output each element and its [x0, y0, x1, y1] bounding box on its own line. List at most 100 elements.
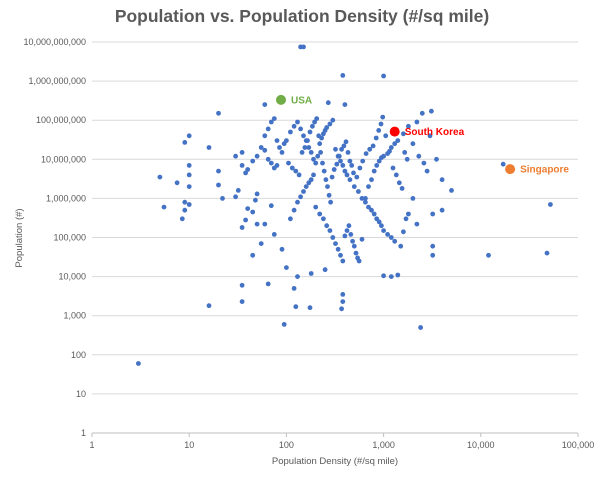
data-point	[367, 146, 373, 152]
data-point	[336, 153, 342, 159]
data-point	[430, 211, 436, 217]
data-point	[369, 207, 374, 213]
data-point	[396, 180, 402, 186]
data-point	[360, 158, 366, 164]
y-tick-label: 1	[81, 428, 86, 438]
data-point	[354, 174, 360, 180]
data-point	[262, 221, 268, 227]
data-point	[500, 161, 506, 167]
data-point	[136, 361, 141, 366]
data-point	[363, 196, 368, 201]
data-point	[291, 286, 297, 291]
data-point	[245, 167, 251, 172]
highlight-label: USA	[291, 95, 312, 106]
data-point	[250, 252, 256, 258]
data-point	[402, 150, 408, 155]
data-point	[265, 156, 271, 162]
data-point	[320, 160, 325, 166]
data-point	[430, 252, 436, 258]
data-point	[308, 177, 314, 183]
data-point	[406, 123, 411, 129]
data-point	[233, 153, 239, 159]
data-point	[327, 228, 333, 234]
data-point	[385, 232, 390, 237]
data-point	[395, 272, 401, 278]
data-point	[254, 221, 260, 227]
data-point	[239, 225, 245, 230]
data-point	[245, 206, 251, 212]
data-point	[301, 133, 306, 139]
data-point	[333, 241, 338, 247]
data-point	[381, 153, 386, 159]
data-point	[434, 156, 439, 162]
highlight-label: South Korea	[405, 127, 465, 138]
data-point	[429, 108, 434, 114]
data-point	[331, 167, 337, 172]
data-point	[157, 174, 163, 180]
y-tick-label: 10,000	[58, 272, 86, 282]
data-point	[253, 197, 258, 203]
chart-title: Population vs. Population Density (#/sq …	[114, 6, 490, 26]
x-tick-label: 100	[279, 440, 294, 450]
data-point	[371, 211, 377, 217]
data-point	[338, 252, 343, 258]
y-axis-title: Population (#)	[14, 208, 25, 267]
data-point	[410, 196, 416, 201]
data-point	[318, 150, 323, 155]
annotations: USA South Korea Singapore	[276, 94, 569, 176]
data-point	[268, 203, 274, 209]
data-point	[330, 235, 336, 240]
data-point	[424, 168, 430, 174]
data-point	[291, 207, 297, 213]
data-point	[277, 145, 282, 150]
data-point	[379, 223, 384, 229]
data-point	[271, 116, 277, 121]
data-point	[339, 306, 344, 312]
data-point	[321, 168, 327, 174]
data-point	[346, 223, 352, 229]
data-point	[182, 199, 188, 205]
data-point	[308, 271, 314, 276]
data-point	[288, 216, 293, 222]
y-tick-label: 100,000	[53, 233, 86, 243]
data-point	[296, 172, 302, 178]
data-point	[378, 121, 384, 127]
data-point	[401, 131, 406, 137]
data-point	[376, 127, 382, 133]
data-point	[262, 147, 268, 153]
data-point	[288, 129, 293, 135]
data-point	[308, 150, 314, 155]
data-point	[315, 153, 321, 159]
data-point	[311, 156, 316, 162]
data-point	[220, 196, 225, 201]
data-point	[486, 252, 491, 258]
data-point	[333, 146, 338, 152]
data-point	[179, 216, 185, 222]
data-point	[239, 282, 245, 288]
data-point	[414, 221, 420, 227]
y-tick-label: 1,000,000,000	[28, 76, 86, 86]
data-point	[326, 192, 332, 198]
data-point	[186, 163, 192, 168]
data-point	[239, 299, 245, 304]
data-point	[406, 211, 411, 217]
data-point	[401, 229, 406, 235]
data-point	[366, 204, 371, 210]
data-point	[344, 228, 350, 234]
data-point	[298, 194, 303, 200]
data-point	[363, 151, 369, 157]
data-point	[388, 235, 394, 240]
data-point	[371, 168, 377, 174]
data-point	[250, 158, 256, 164]
data-point	[439, 207, 445, 213]
data-point	[381, 228, 386, 234]
y-tick-label: 1,000,000	[46, 193, 86, 203]
data-point	[216, 110, 221, 116]
data-point	[262, 102, 268, 107]
data-point	[258, 241, 264, 247]
data-point	[216, 182, 221, 188]
data-point	[340, 258, 346, 264]
data-point	[262, 133, 268, 139]
data-point	[258, 145, 264, 150]
